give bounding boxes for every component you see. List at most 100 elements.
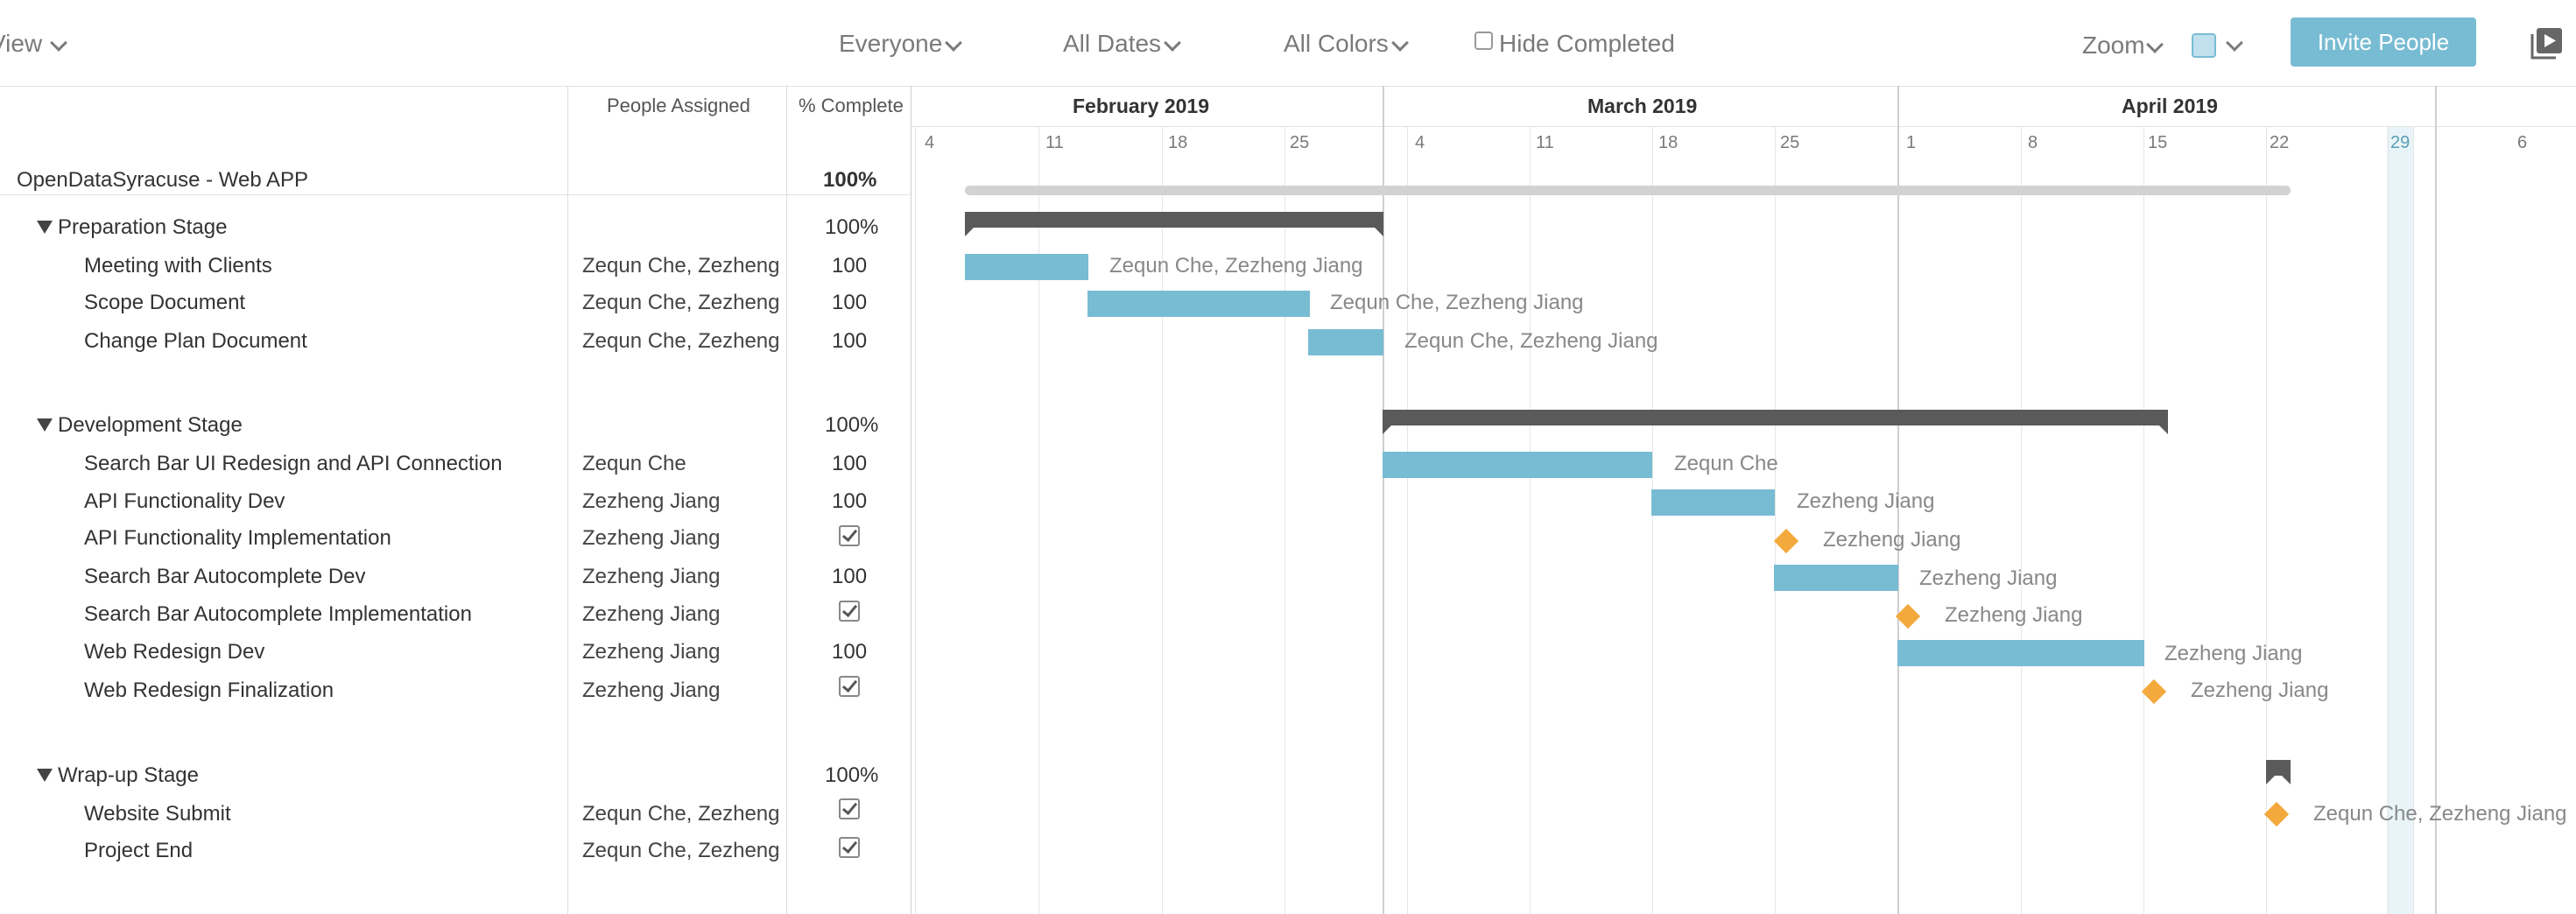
task-people[interactable]: Zequn Che, Zezheng [582,329,780,353]
task-name[interactable]: Change Plan Document [84,329,307,353]
week-gridline [1775,127,1776,914]
stage-name[interactable]: Wrap-up Stage [58,763,199,787]
zoom-menu[interactable]: Zoom [2082,32,2164,60]
task-name[interactable]: Search Bar UI Redesign and API Connectio… [84,452,503,475]
task-bar[interactable] [1897,640,2144,666]
task-name[interactable]: Web Redesign Finalization [84,678,334,702]
task-people[interactable]: Zequn Che, Zezheng [582,254,780,278]
task-people[interactable]: Zezheng Jiang [582,489,721,513]
task-bar-label: Zequn Che [1674,452,1778,475]
task-complete[interactable]: 100 [832,452,868,475]
task-bar[interactable] [965,254,1088,280]
hide-completed-checkbox[interactable] [1475,32,1493,50]
task-people[interactable]: Zezheng Jiang [582,565,721,588]
month-boundary [1383,86,1384,914]
week-gridline [2143,127,2144,914]
task-bar[interactable] [1383,452,1652,478]
task-complete[interactable]: 100 [832,329,868,353]
invite-people-button[interactable]: Invite People [2291,18,2476,67]
task-people[interactable]: Zequn Che, Zezheng [582,291,780,314]
task-name[interactable]: API Functionality Implementation [84,526,391,550]
everyone-filter-label: Everyone [839,30,943,57]
stage-bar[interactable] [2266,760,2291,784]
milestone-diamond[interactable] [1773,528,1799,554]
collapse-triangle-icon[interactable] [37,769,53,782]
color-swatch[interactable] [2192,33,2216,58]
task-complete[interactable]: 100 [832,489,868,513]
week-gridline [915,127,916,914]
stage-complete: 100% [825,763,879,787]
task-people[interactable]: Zequn Che, Zezheng [582,839,780,862]
collapse-triangle-icon[interactable] [37,418,53,432]
everyone-filter[interactable]: Everyone [839,30,962,58]
task-name[interactable]: Website Submit [84,802,231,826]
stage-bar[interactable] [965,212,1383,236]
milestone-diamond[interactable] [2263,801,2290,827]
task-people[interactable]: Zezheng Jiang [582,526,721,550]
complete-checkbox[interactable] [839,601,860,622]
chevron-down-icon[interactable] [2226,34,2243,52]
project-complete: 100% [823,168,877,192]
toolbar-divider [0,86,2576,87]
task-people[interactable]: Zequn Che, Zezheng [582,802,780,826]
task-name[interactable]: Project End [84,839,194,862]
complete-checkbox[interactable] [839,676,860,697]
dates-filter[interactable]: All Dates [1063,30,1181,58]
project-summary-bar[interactable] [965,186,2291,195]
percent-complete-header[interactable]: % Complete [799,95,904,116]
task-people[interactable]: Zezheng Jiang [582,602,721,626]
view-menu[interactable]: View [0,30,67,58]
project-name[interactable]: OpenDataSyracuse - Web APP [17,168,309,192]
day-tick: 8 [2028,133,2038,152]
task-complete[interactable]: 100 [832,640,868,664]
stage-bar[interactable] [1383,410,2168,434]
week-gridline [1038,127,1039,914]
stage-name[interactable]: Preparation Stage [58,215,228,239]
column-divider [786,86,787,914]
month-divider [911,126,2576,127]
task-bar-label: Zequn Che, Zezheng Jiang [1109,254,1363,278]
chevron-down-icon [1391,34,1409,52]
day-tick: 4 [1415,133,1425,152]
task-complete[interactable]: 100 [832,254,868,278]
task-name[interactable]: Scope Document [84,291,246,314]
month-boundary [1897,86,1899,914]
hide-completed-label: Hide Completed [1499,30,1675,57]
colors-filter[interactable]: All Colors [1284,30,1409,58]
day-tick: 22 [2270,133,2290,152]
day-tick: 25 [1780,133,1800,152]
task-people[interactable]: Zezheng Jiang [582,640,721,664]
task-complete[interactable]: 100 [832,565,868,588]
day-tick: 25 [1290,133,1310,152]
people-assigned-header[interactable]: People Assigned [607,95,750,116]
header-divider [0,194,911,195]
presentation-icon[interactable] [2529,26,2564,61]
complete-checkbox[interactable] [839,525,860,546]
task-name[interactable]: API Functionality Dev [84,489,285,513]
day-tick: 15 [2148,133,2168,152]
task-complete[interactable]: 100 [832,291,868,314]
day-tick: 6 [2517,133,2528,152]
task-name[interactable]: Web Redesign Dev [84,640,265,664]
task-bar[interactable] [1774,565,1898,591]
task-bar-label: Zequn Che, Zezheng Jiang [1404,329,1658,353]
week-gridline [2021,127,2022,914]
task-bar-label: Zezheng Jiang [2191,678,2329,702]
complete-checkbox[interactable] [839,837,860,858]
task-name[interactable]: Search Bar Autocomplete Dev [84,565,366,588]
task-bar-label: Zequn Che, Zezheng Jiang [1330,291,1584,314]
task-bar[interactable] [1308,329,1383,355]
milestone-diamond[interactable] [1895,603,1921,629]
task-people[interactable]: Zezheng Jiang [582,678,721,702]
task-people[interactable]: Zequn Che [582,452,686,475]
collapse-triangle-icon[interactable] [37,221,53,234]
day-tick: 11 [1045,133,1064,152]
milestone-diamond[interactable] [2141,678,2167,705]
task-bar[interactable] [1651,489,1775,516]
complete-checkbox[interactable] [839,798,860,819]
task-bar[interactable] [1087,291,1310,317]
stage-name[interactable]: Development Stage [58,413,243,437]
task-name[interactable]: Search Bar Autocomplete Implementation [84,602,472,626]
day-tick: 18 [1168,133,1188,152]
task-name[interactable]: Meeting with Clients [84,254,272,278]
